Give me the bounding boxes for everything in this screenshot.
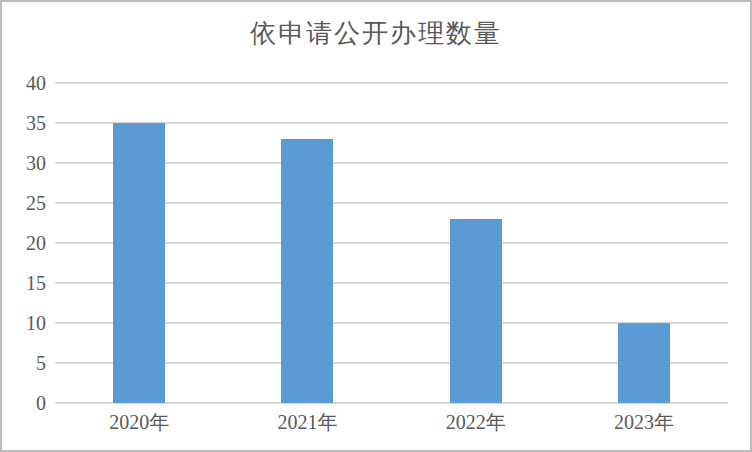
x-tick-label-2022年: 2022年	[392, 409, 560, 436]
bar-column-2021年	[223, 83, 391, 403]
y-tick-label-10: 10	[2, 312, 46, 334]
y-tick-label-20: 20	[2, 232, 46, 254]
bar-column-2020年	[55, 83, 223, 403]
y-tick-label-25: 25	[2, 192, 46, 214]
bar-2023年	[618, 323, 670, 403]
bar-2022年	[450, 219, 502, 403]
bar-2020年	[113, 123, 165, 403]
y-tick-label-40: 40	[2, 72, 46, 94]
x-tick-label-2021年: 2021年	[223, 409, 391, 436]
y-axis-labels: 0510152025303540	[2, 83, 46, 403]
bar-series	[55, 83, 728, 403]
y-tick-label-35: 35	[2, 112, 46, 134]
bar-column-2022年	[392, 83, 560, 403]
bar-2021年	[281, 139, 333, 403]
y-tick-label-15: 15	[2, 272, 46, 294]
plot-area	[55, 83, 728, 403]
x-tick-label-2023年: 2023年	[560, 409, 728, 436]
chart-title: 依申请公开办理数量	[2, 16, 750, 51]
y-tick-label-5: 5	[2, 352, 46, 374]
y-tick-label-0: 0	[2, 392, 46, 414]
x-tick-label-2020年: 2020年	[55, 409, 223, 436]
x-axis-labels: 2020年2021年2022年2023年	[55, 409, 728, 436]
bar-column-2023年	[560, 83, 728, 403]
y-tick-label-30: 30	[2, 152, 46, 174]
bar-chart: 依申请公开办理数量 0510152025303540 2020年2021年202…	[0, 0, 752, 452]
